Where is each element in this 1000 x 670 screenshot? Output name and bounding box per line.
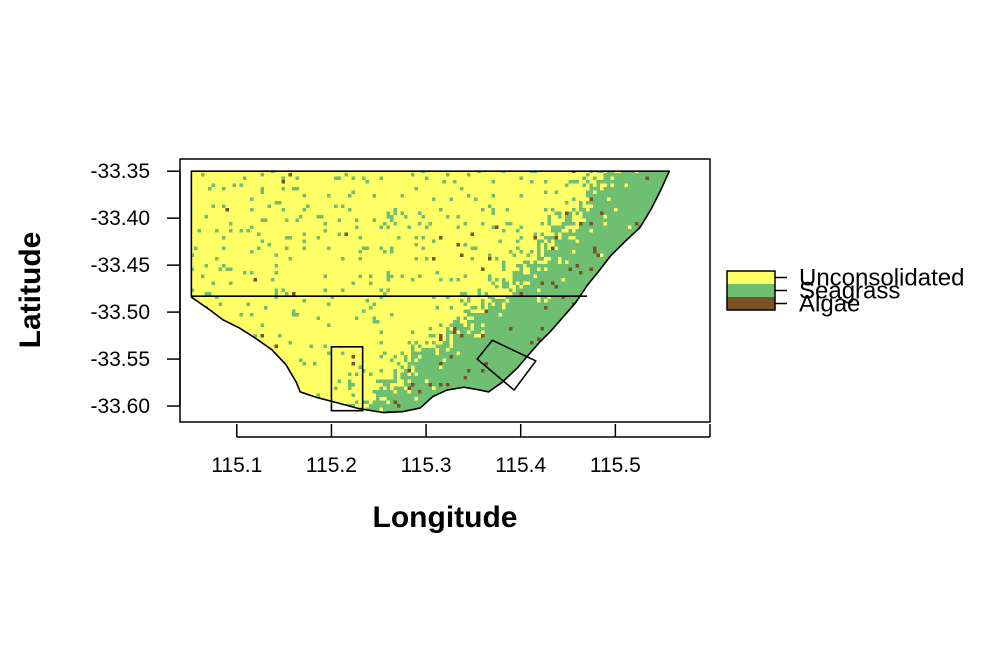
x-axis-title: Longitude — [373, 501, 518, 534]
y-tick-label: -33.50 — [90, 301, 150, 324]
x-axis: 115.1 115.2 115.3 115.4 115.5 — [211, 424, 711, 477]
y-tick-label: -33.45 — [90, 254, 150, 277]
legend-colorbar-frame — [726, 270, 776, 311]
y-tick-label: -33.60 — [90, 395, 150, 418]
legend-swatch — [727, 284, 775, 297]
study-area-outline — [190, 170, 671, 414]
legend-label: Unconsolidated — [799, 265, 964, 292]
map-outlines — [190, 170, 671, 414]
legend-label: Seagrass — [799, 278, 900, 305]
x-tick-label: 115.3 — [401, 454, 452, 477]
y-tick-label: -33.35 — [90, 160, 150, 183]
y-axis-title: Latitude — [14, 232, 47, 349]
legend-label: Algae — [799, 291, 860, 318]
y-tick-label: -33.40 — [90, 207, 150, 230]
x-tick-label: 115.5 — [590, 454, 641, 477]
algae-cells — [191, 171, 670, 413]
legend-swatch — [727, 297, 775, 310]
x-tick-label: 115.1 — [211, 454, 262, 477]
legend-swatch — [727, 271, 775, 284]
x-tick-label: 115.4 — [495, 454, 546, 477]
habitat-raster — [191, 171, 670, 413]
y-axis: -33.35 -33.40 -33.45 -33.50 -33.55 -33.60 — [90, 160, 181, 418]
y-tick-label: -33.55 — [90, 348, 150, 371]
diamond-zone — [476, 339, 537, 391]
x-tick-label: 115.2 — [306, 454, 357, 477]
rectangular-zone — [330, 346, 364, 412]
